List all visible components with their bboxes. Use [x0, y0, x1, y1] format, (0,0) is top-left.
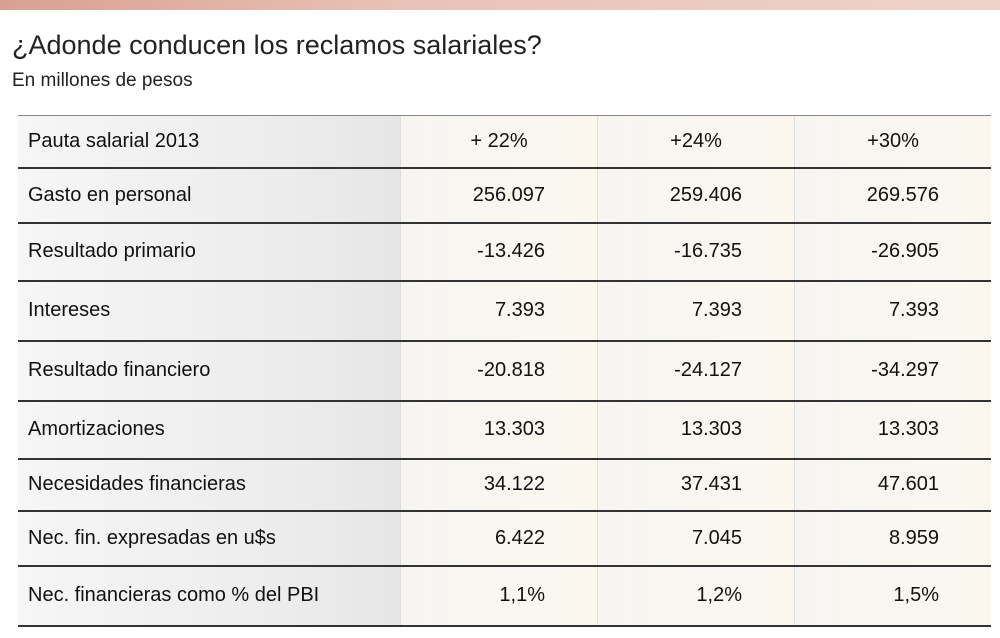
cell-value: 1,2%	[597, 564, 795, 627]
cell-value: -26.905	[794, 221, 991, 281]
table-row: Gasto en personal 256.097 259.406 269.576	[18, 166, 991, 223]
cell-value: +24%	[597, 115, 795, 168]
cell-value: -13.426	[400, 221, 598, 281]
cell-value: 13.303	[794, 399, 991, 459]
top-band	[0, 0, 1000, 10]
cell-value: 7.393	[400, 279, 598, 341]
table-row: Resultado primario -13.426 -16.735 -26.905	[18, 221, 991, 281]
row-label: Resultado financiero	[18, 339, 401, 401]
table-row: Nec. fin. expresadas en u$s 6.422 7.045 8.9…	[18, 509, 991, 566]
cell-value: 7.045	[597, 509, 795, 566]
cell-value: 13.303	[400, 399, 598, 459]
cell-value: -20.818	[400, 339, 598, 401]
cell-value: 47.601	[794, 457, 991, 511]
title: ¿Adonde conducen los reclamos salariales…	[12, 30, 542, 60]
cell-value: -34.297	[794, 339, 991, 401]
table-row: Resultado financiero -20.818 -24.127 -34.29…	[18, 339, 991, 401]
cell-value: 259.406	[597, 166, 795, 223]
row-label: Nec. financieras como % del PBI	[18, 564, 401, 627]
table-row: Intereses 7.393 7.393 7.393	[18, 279, 991, 341]
cell-value: 269.576	[794, 166, 991, 223]
row-label: Necesidades financieras	[18, 457, 401, 511]
cell-value: 7.393	[794, 279, 991, 341]
row-label: Amortizaciones	[18, 399, 401, 459]
table-row: Pauta salarial 2013 + 22% +24% +30%	[18, 115, 991, 168]
cell-value: 34.122	[400, 457, 598, 511]
row-label: Resultado primario	[18, 221, 401, 281]
cell-value: +30%	[794, 115, 991, 168]
table-row: Necesidades financieras 34.122 37.431 47.60…	[18, 457, 991, 511]
row-label: Pauta salarial 2013	[18, 115, 401, 168]
cell-value: 8.959	[794, 509, 991, 566]
row-label: Nec. fin. expresadas en u$s	[18, 509, 401, 566]
table-row: Amortizaciones 13.303 13.303 13.303	[18, 399, 991, 459]
cell-value: -16.735	[597, 221, 795, 281]
cell-value: 13.303	[597, 399, 795, 459]
cell-value: -24.127	[597, 339, 795, 401]
cell-value: + 22%	[400, 115, 598, 168]
cell-value: 1,5%	[794, 564, 991, 627]
cell-value: 256.097	[400, 166, 598, 223]
row-label: Gasto en personal	[18, 166, 401, 223]
cell-value: 6.422	[400, 509, 598, 566]
table-row: Nec. financieras como % del PBI 1,1% 1,2% 1…	[18, 564, 991, 627]
data-table: Pauta salarial 2013 + 22% +24% +30% Gasto en…	[18, 115, 991, 627]
cell-value: 7.393	[597, 279, 795, 341]
cell-value: 1,1%	[400, 564, 598, 627]
row-label: Intereses	[18, 279, 401, 341]
cell-value: 37.431	[597, 457, 795, 511]
subtitle: En millones de pesos	[12, 70, 193, 91]
